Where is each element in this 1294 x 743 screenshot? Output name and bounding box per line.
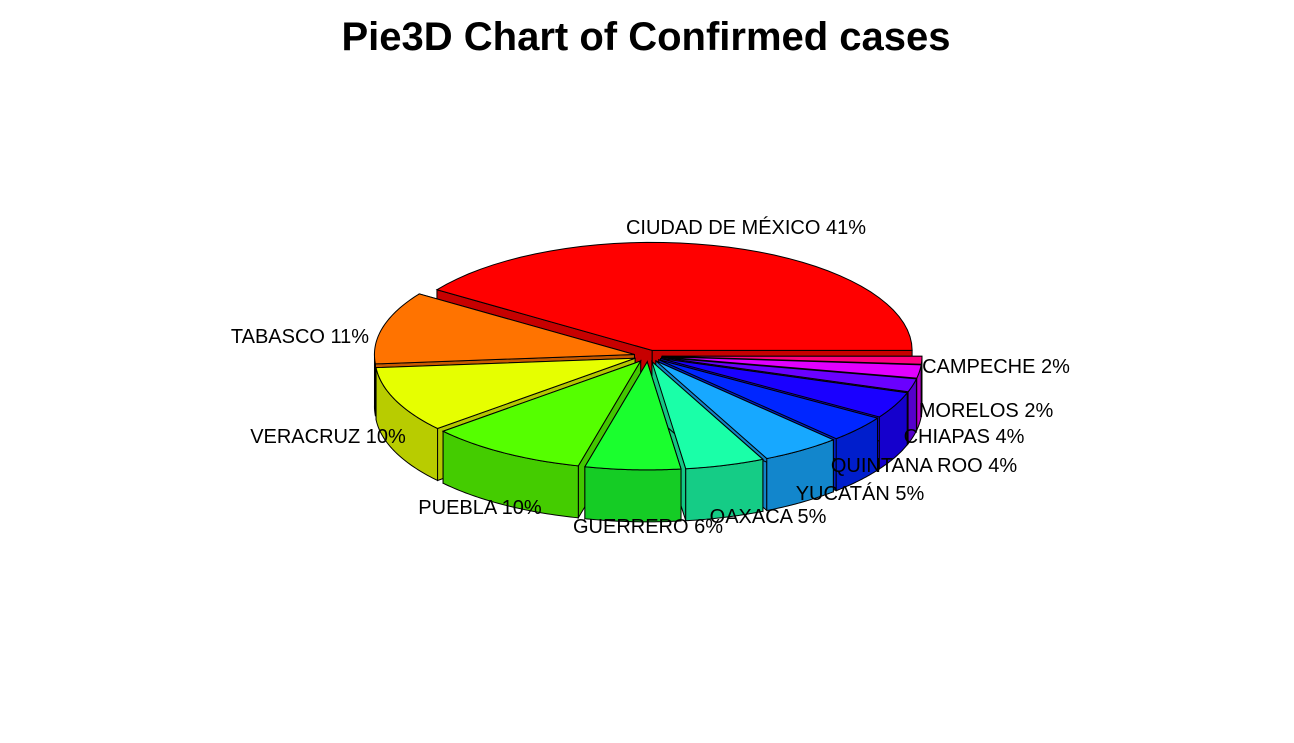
slice-label: CIUDAD DE MÉXICO 41% — [626, 216, 866, 239]
pie-slice-top — [661, 357, 918, 393]
slice-label: OAXACA 5% — [710, 506, 827, 528]
pie-slice-top — [584, 360, 682, 471]
slice-label: QUINTANA ROO 4% — [831, 455, 1018, 477]
slice-label: VERACRUZ 10% — [250, 426, 406, 448]
pie-slice-top — [373, 293, 635, 365]
slice-label: PUEBLA 10% — [418, 497, 542, 519]
slice-label: YUCATÁN 5% — [796, 482, 925, 505]
pie-slice-top — [435, 241, 913, 351]
pie-slice-top — [655, 360, 835, 460]
pie-slice-side — [584, 466, 682, 523]
pie-labels: CIUDAD DE MÉXICO 41% TABASCO 11% VERACRUZ … — [231, 216, 1070, 538]
pie-slice-top — [375, 357, 636, 430]
slice-label: GUERRERO 6% — [573, 516, 723, 538]
pie-slice-top — [661, 355, 923, 365]
pie-slice-top — [660, 358, 909, 418]
pie-slice-top — [661, 356, 922, 379]
chart-title: Pie3D Chart of Confirmed cases — [341, 15, 950, 59]
pie-slice — [650, 360, 764, 522]
pie-slice — [584, 360, 682, 523]
pie-slice-top — [441, 360, 642, 467]
slice-label: MORELOS 2% — [919, 400, 1054, 422]
slice-label: CHIAPAS 4% — [904, 426, 1025, 448]
pie-slice-top — [650, 360, 764, 470]
slice-label: CAMPECHE 2% — [922, 356, 1070, 378]
pie-slice-top — [658, 359, 879, 440]
pie-slices — [373, 241, 923, 523]
slice-label: TABASCO 11% — [231, 326, 369, 348]
